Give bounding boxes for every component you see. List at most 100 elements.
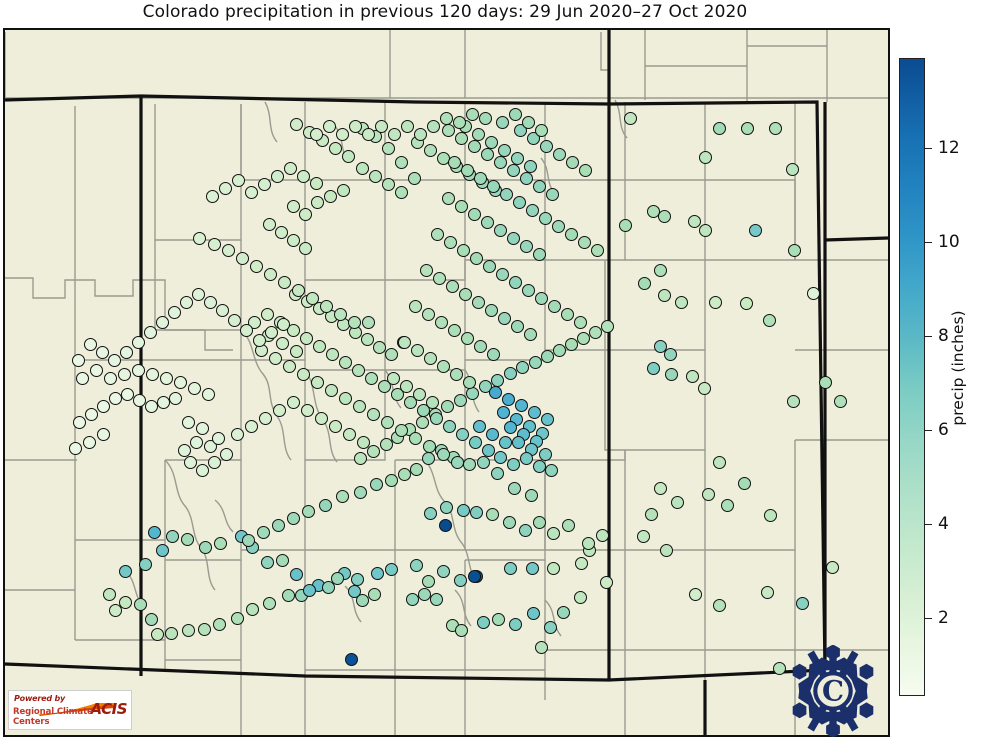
station-point[interactable] <box>312 339 326 353</box>
station-point[interactable] <box>740 121 754 135</box>
station-point[interactable] <box>739 296 753 310</box>
station-point[interactable] <box>443 235 457 249</box>
station-point[interactable] <box>523 327 537 341</box>
station-point[interactable] <box>674 295 688 309</box>
station-point[interactable] <box>772 661 786 675</box>
station-point[interactable] <box>230 427 244 441</box>
station-point[interactable] <box>180 532 194 546</box>
station-point[interactable] <box>366 444 380 458</box>
station-point[interactable] <box>309 127 323 141</box>
station-point[interactable] <box>272 403 286 417</box>
station-point[interactable] <box>712 121 726 135</box>
station-point[interactable] <box>347 584 361 598</box>
station-point[interactable] <box>119 345 133 359</box>
station-point[interactable] <box>207 455 221 469</box>
station-point[interactable] <box>545 187 559 201</box>
station-point[interactable] <box>429 411 443 425</box>
station-point[interactable] <box>155 315 169 329</box>
station-point[interactable] <box>387 127 401 141</box>
station-point[interactable] <box>795 596 809 610</box>
station-point[interactable] <box>510 319 524 333</box>
station-point[interactable] <box>133 597 147 611</box>
station-point[interactable] <box>439 500 453 514</box>
station-point[interactable] <box>456 503 470 517</box>
station-point[interactable] <box>574 556 588 570</box>
station-point[interactable] <box>519 239 533 253</box>
station-point[interactable] <box>565 155 579 169</box>
station-point[interactable] <box>397 335 411 349</box>
station-point[interactable] <box>493 223 507 237</box>
station-point[interactable] <box>353 451 367 465</box>
station-point[interactable] <box>344 652 358 666</box>
station-point[interactable] <box>653 339 667 353</box>
station-point[interactable] <box>68 441 82 455</box>
station-point[interactable] <box>540 349 554 363</box>
station-point[interactable] <box>384 562 398 576</box>
station-point[interactable] <box>301 504 315 518</box>
station-point[interactable] <box>454 199 468 213</box>
station-point[interactable] <box>286 233 300 247</box>
station-point[interactable] <box>429 592 443 606</box>
station-point[interactable] <box>786 394 800 408</box>
station-point[interactable] <box>219 447 233 461</box>
station-point[interactable] <box>360 332 374 346</box>
station-point[interactable] <box>426 119 440 133</box>
station-point[interactable] <box>181 415 195 429</box>
station-point[interactable] <box>192 231 206 245</box>
station-point[interactable] <box>264 325 278 339</box>
station-point[interactable] <box>534 291 548 305</box>
station-point[interactable] <box>508 275 522 289</box>
station-point[interactable] <box>534 640 548 654</box>
station-point[interactable] <box>164 626 178 640</box>
station-point[interactable] <box>95 345 109 359</box>
station-point[interactable] <box>324 383 338 397</box>
station-point[interactable] <box>241 533 255 547</box>
station-point[interactable] <box>653 481 667 495</box>
station-point[interactable] <box>538 447 552 461</box>
station-point[interactable] <box>490 373 504 387</box>
station-point[interactable] <box>374 119 388 133</box>
station-point[interactable] <box>472 419 486 433</box>
station-point[interactable] <box>524 488 538 502</box>
station-point[interactable] <box>421 574 435 588</box>
station-point[interactable] <box>201 387 215 401</box>
station-point[interactable] <box>189 435 203 449</box>
station-point[interactable] <box>688 587 702 601</box>
station-point[interactable] <box>203 295 217 309</box>
station-point[interactable] <box>381 177 395 191</box>
station-point[interactable] <box>120 387 134 401</box>
station-point[interactable] <box>390 387 404 401</box>
station-point[interactable] <box>342 427 356 441</box>
station-point[interactable] <box>806 286 820 300</box>
station-point[interactable] <box>338 355 352 369</box>
station-point[interactable] <box>578 163 592 177</box>
station-point[interactable] <box>205 189 219 203</box>
station-point[interactable] <box>506 457 520 471</box>
station-point[interactable] <box>525 561 539 575</box>
station-point[interactable] <box>245 602 259 616</box>
station-point[interactable] <box>239 323 253 337</box>
station-point[interactable] <box>760 585 774 599</box>
station-point[interactable] <box>495 115 509 129</box>
station-point[interactable] <box>132 393 146 407</box>
station-point[interactable] <box>501 392 515 406</box>
station-point[interactable] <box>657 288 671 302</box>
station-point[interactable] <box>460 331 474 345</box>
station-point[interactable] <box>445 279 459 293</box>
station-point[interactable] <box>159 371 173 385</box>
station-point[interactable] <box>366 407 380 421</box>
station-point[interactable] <box>179 295 193 309</box>
station-point[interactable] <box>263 267 277 281</box>
station-point[interactable] <box>560 307 574 321</box>
station-point[interactable] <box>394 155 408 169</box>
station-point[interactable] <box>768 121 782 135</box>
station-point[interactable] <box>496 405 510 419</box>
station-point[interactable] <box>416 403 430 417</box>
station-point[interactable] <box>181 623 195 637</box>
station-point[interactable] <box>195 421 209 435</box>
station-point[interactable] <box>480 215 494 229</box>
map-panel[interactable] <box>3 28 890 737</box>
station-point[interactable] <box>825 560 839 574</box>
station-point[interactable] <box>419 263 433 277</box>
station-point[interactable] <box>659 543 673 557</box>
